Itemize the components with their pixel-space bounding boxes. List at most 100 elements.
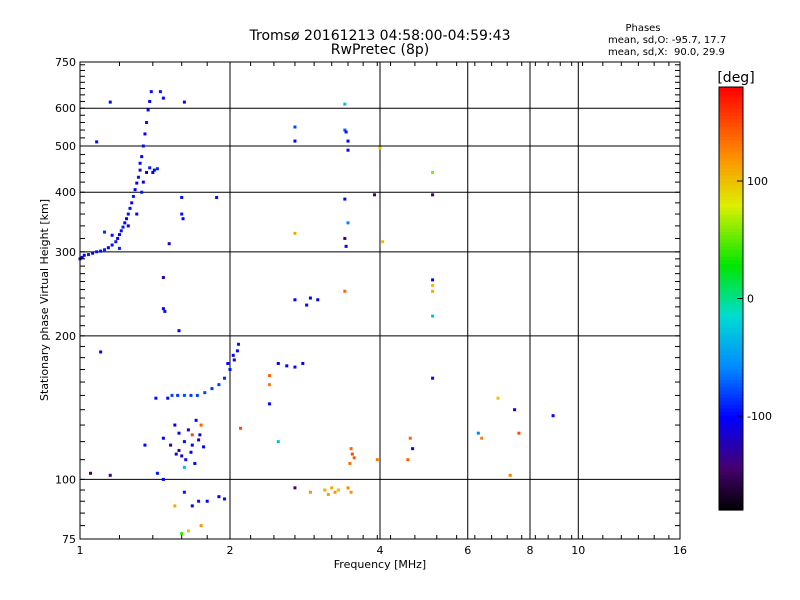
data-point: [316, 298, 320, 302]
data-point: [135, 212, 139, 216]
colorbar-segment: [719, 390, 743, 395]
data-point: [190, 443, 194, 447]
colorbar-segment: [719, 196, 743, 201]
data-point: [180, 454, 184, 458]
data-point: [155, 167, 159, 171]
data-point: [301, 361, 305, 365]
colorbar-segment: [719, 492, 743, 497]
data-point: [285, 364, 289, 368]
data-point: [110, 233, 114, 237]
data-point: [186, 529, 190, 533]
data-point: [508, 473, 512, 477]
data-point: [198, 433, 202, 437]
colorbar-segment: [719, 407, 743, 412]
colorbar-segment: [719, 351, 743, 356]
data-point: [190, 433, 194, 437]
data-point: [138, 168, 142, 172]
data-point: [215, 195, 219, 199]
colorbar-segment: [719, 125, 743, 130]
data-point: [180, 195, 184, 199]
data-point: [344, 244, 348, 248]
colorbar-segment: [719, 418, 743, 423]
data-point: [161, 96, 165, 100]
data-point: [236, 342, 240, 346]
data-point: [551, 414, 555, 418]
data-point: [170, 393, 174, 397]
colorbar-segment: [719, 358, 743, 363]
data-point: [343, 236, 347, 240]
data-point: [346, 139, 350, 143]
data-point: [293, 125, 297, 129]
data-point: [406, 458, 410, 462]
phases-box-title: Phases: [625, 23, 660, 34]
colorbar-segment: [719, 182, 743, 187]
data-point: [152, 168, 156, 172]
data-point: [103, 248, 107, 252]
data-point: [431, 314, 435, 318]
colorbar-segment: [719, 242, 743, 247]
data-point: [336, 488, 340, 492]
x-tick-label: 2: [227, 544, 234, 557]
data-point: [176, 393, 180, 397]
data-point: [343, 102, 347, 106]
colorbar-segment: [719, 164, 743, 169]
data-point: [190, 504, 194, 508]
colorbar-segment: [719, 157, 743, 162]
x-axis-label: Frequency [MHz]: [334, 558, 426, 571]
colorbar-segment: [719, 354, 743, 360]
colorbar-segment: [719, 397, 743, 402]
colorbar-segment: [719, 115, 743, 120]
colorbar-segment: [719, 210, 743, 215]
colorbar-segment: [719, 252, 743, 257]
data-point: [476, 431, 480, 435]
data-point: [343, 289, 347, 293]
data-point: [184, 458, 188, 462]
data-point: [131, 194, 135, 198]
colorbar-segment: [719, 361, 743, 367]
data-point: [135, 181, 139, 185]
colorbar-segment: [719, 365, 743, 370]
x-tick-label: 10: [571, 544, 585, 557]
data-point: [189, 393, 193, 397]
colorbar-tick-label: -100: [747, 410, 772, 423]
colorbar-segment: [719, 506, 743, 511]
colorbar-segment: [719, 87, 743, 92]
data-point: [373, 193, 377, 197]
colorbar-segment: [719, 319, 743, 324]
data-point: [189, 450, 193, 454]
colorbar-segment: [719, 270, 743, 275]
colorbar-segment: [719, 326, 743, 331]
data-point: [267, 402, 271, 406]
data-point: [202, 445, 206, 449]
colorbar-segment: [719, 502, 743, 508]
data-point: [155, 471, 159, 475]
colorbar-segment: [719, 108, 743, 113]
colorbar-segment: [719, 175, 743, 180]
colorbar-segment: [719, 199, 743, 204]
data-point: [117, 233, 121, 237]
x-tick-label: 16: [673, 544, 687, 557]
colorbar-segment: [719, 432, 743, 437]
data-point: [128, 206, 132, 210]
data-point: [145, 170, 149, 174]
data-point: [305, 303, 309, 307]
colorbar-segment: [719, 337, 743, 342]
colorbar-segment: [719, 185, 743, 190]
colorbar-segment: [719, 302, 743, 307]
data-point: [330, 486, 334, 490]
colorbar-segment: [719, 136, 743, 141]
colorbar-segment: [719, 312, 743, 317]
data-point: [141, 180, 145, 184]
data-point: [326, 492, 330, 496]
data-point: [148, 166, 152, 170]
data-point: [99, 249, 103, 253]
data-point: [308, 296, 312, 300]
data-point: [99, 350, 103, 354]
data-point: [89, 471, 93, 475]
data-point: [140, 190, 144, 194]
data-point: [148, 99, 152, 103]
colorbar-segment: [719, 435, 743, 441]
phases-box-line-x: mean, sd,X: 90.0, 29.9: [608, 47, 725, 58]
colorbar-segment: [719, 481, 743, 486]
data-point: [140, 155, 144, 159]
